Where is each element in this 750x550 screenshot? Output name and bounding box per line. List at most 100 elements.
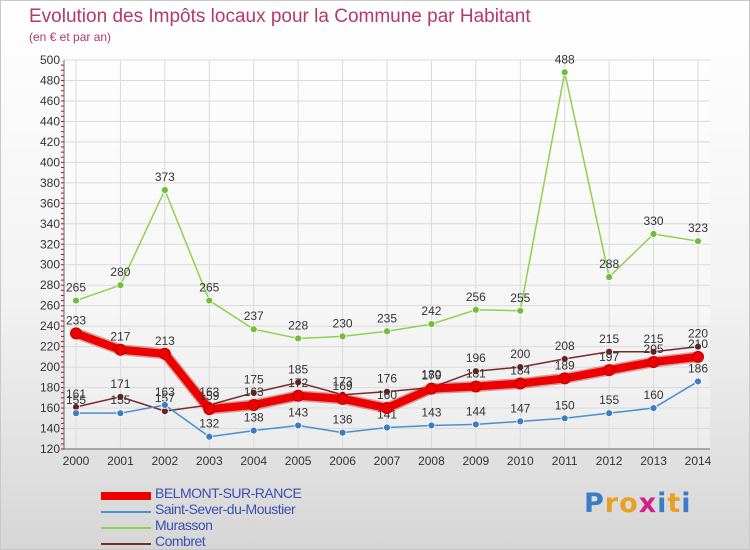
legend-swatch [101, 527, 151, 529]
data-label: 185 [288, 362, 308, 376]
data-point [471, 367, 480, 376]
y-tick-label: 440 [40, 114, 60, 128]
x-tick-label: 2012 [596, 454, 623, 468]
data-point [72, 409, 80, 418]
data-point [205, 296, 214, 305]
data-label: 330 [644, 214, 664, 228]
data-point [560, 414, 569, 423]
data-point [427, 320, 436, 329]
y-tick-label: 200 [40, 360, 60, 374]
logo-letter: t [667, 488, 682, 519]
data-point [114, 343, 127, 356]
data-point [294, 421, 303, 430]
data-point [647, 355, 660, 368]
y-tick-label: 320 [40, 237, 60, 251]
y-tick-label: 260 [40, 299, 60, 313]
logo-letter: r [604, 488, 620, 519]
data-point [605, 273, 614, 281]
data-point [70, 327, 82, 340]
x-tick-label: 2010 [507, 454, 534, 468]
y-tick-label: 160 [40, 401, 60, 415]
proxiti-logo: Proxiti [584, 488, 692, 519]
legend-label: BELMONT-SUR-RANCE [155, 485, 302, 501]
data-label: 179 [421, 369, 441, 383]
x-tick-label: 2014 [685, 454, 712, 468]
data-label: 147 [510, 401, 530, 415]
data-point [72, 296, 80, 305]
data-label: 175 [244, 373, 264, 387]
x-tick-label: 2011 [552, 454, 578, 468]
data-label: 143 [421, 405, 441, 419]
data-label: 256 [466, 290, 486, 304]
data-label: 220 [688, 327, 708, 341]
logo-letter: i [657, 488, 668, 519]
data-label: 176 [377, 372, 397, 386]
data-point [249, 325, 258, 334]
data-point [158, 347, 171, 360]
x-tick-label: 2005 [285, 454, 312, 468]
x-tick-label: 2000 [63, 454, 90, 468]
data-label: 160 [377, 388, 397, 402]
data-label: 157 [155, 391, 175, 405]
data-label: 288 [599, 257, 619, 271]
data-label: 181 [466, 367, 486, 381]
data-label: 173 [333, 375, 353, 389]
data-label: 200 [510, 347, 530, 361]
legend-swatch [101, 492, 151, 500]
data-point [338, 428, 347, 437]
data-point [603, 364, 616, 377]
data-label: 323 [688, 221, 708, 235]
data-label: 189 [555, 358, 575, 372]
data-label: 161 [66, 387, 86, 401]
data-point [292, 389, 305, 402]
data-label: 143 [288, 405, 308, 419]
data-point [294, 378, 303, 387]
data-label: 144 [466, 404, 486, 418]
data-point [694, 377, 702, 386]
data-label: 163 [155, 385, 175, 399]
data-label: 180 [421, 368, 441, 382]
data-point [205, 432, 214, 441]
data-label: 228 [288, 318, 308, 332]
data-point [558, 372, 571, 385]
data-label: 138 [244, 411, 264, 425]
data-point [694, 342, 702, 351]
data-label: 215 [599, 332, 619, 346]
data-label: 280 [110, 265, 130, 279]
data-point [116, 409, 125, 418]
data-label: 205 [644, 342, 664, 356]
legend-label: Murasson [155, 517, 213, 533]
data-label: 155 [110, 393, 130, 407]
x-tick-label: 2009 [463, 454, 490, 468]
data-label: 242 [421, 304, 441, 318]
data-label: 265 [66, 281, 86, 295]
data-label: 169 [333, 379, 353, 393]
data-point [116, 392, 125, 401]
data-point [605, 347, 614, 356]
data-point [160, 401, 169, 409]
y-tick-label: 380 [40, 176, 60, 190]
data-label: 186 [688, 361, 708, 375]
data-point [383, 327, 391, 336]
chart-subtitle: (en € et par an) [29, 30, 112, 44]
legend-swatch [101, 543, 151, 545]
data-label: 160 [644, 388, 664, 402]
data-point [605, 409, 614, 418]
data-label: 215 [644, 332, 664, 346]
y-tick-label: 500 [40, 53, 60, 67]
data-label: 255 [510, 291, 530, 305]
data-point [560, 68, 569, 77]
logo-letter: P [584, 488, 605, 519]
data-point [249, 388, 258, 397]
data-label: 150 [555, 398, 575, 412]
data-label: 196 [466, 351, 486, 365]
y-tick-label: 140 [40, 422, 60, 436]
data-point [516, 417, 525, 426]
data-point [336, 392, 349, 405]
data-point [249, 426, 258, 435]
logo-letter: i [681, 488, 692, 519]
data-label: 197 [599, 350, 619, 364]
y-tick-label: 460 [40, 94, 60, 108]
data-label: 172 [288, 376, 308, 390]
